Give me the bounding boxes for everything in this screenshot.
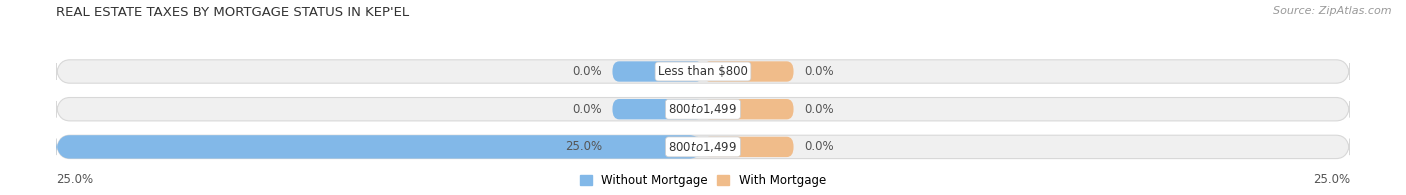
FancyBboxPatch shape: [56, 135, 703, 159]
Text: REAL ESTATE TAXES BY MORTGAGE STATUS IN KEP'EL: REAL ESTATE TAXES BY MORTGAGE STATUS IN …: [56, 6, 409, 19]
FancyBboxPatch shape: [703, 137, 793, 157]
Text: 25.0%: 25.0%: [1313, 173, 1350, 186]
Text: 0.0%: 0.0%: [804, 140, 834, 153]
FancyBboxPatch shape: [56, 98, 1350, 121]
FancyBboxPatch shape: [56, 60, 1350, 83]
Text: 0.0%: 0.0%: [572, 103, 602, 116]
Text: Less than $800: Less than $800: [658, 65, 748, 78]
Text: 0.0%: 0.0%: [804, 103, 834, 116]
FancyBboxPatch shape: [613, 137, 703, 157]
Text: Source: ZipAtlas.com: Source: ZipAtlas.com: [1274, 6, 1392, 16]
Text: 25.0%: 25.0%: [56, 173, 93, 186]
Text: $800 to $1,499: $800 to $1,499: [668, 102, 738, 116]
FancyBboxPatch shape: [56, 135, 1350, 159]
FancyBboxPatch shape: [613, 99, 703, 119]
Legend: Without Mortgage, With Mortgage: Without Mortgage, With Mortgage: [581, 174, 825, 187]
FancyBboxPatch shape: [703, 61, 793, 82]
Text: 25.0%: 25.0%: [565, 140, 602, 153]
FancyBboxPatch shape: [613, 61, 703, 82]
FancyBboxPatch shape: [703, 99, 793, 119]
Text: 0.0%: 0.0%: [572, 65, 602, 78]
Text: 0.0%: 0.0%: [804, 65, 834, 78]
Text: $800 to $1,499: $800 to $1,499: [668, 140, 738, 154]
